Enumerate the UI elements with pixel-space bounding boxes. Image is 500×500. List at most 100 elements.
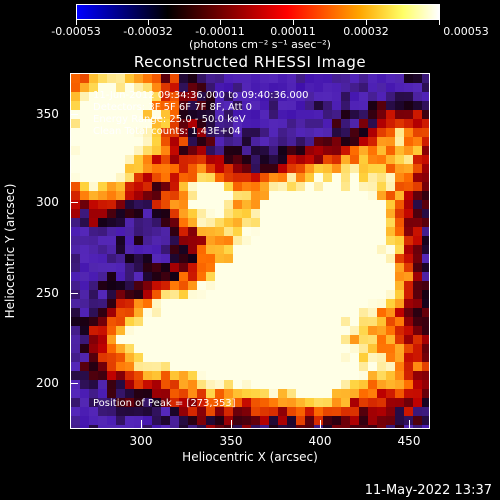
heatmap-pixel <box>224 335 233 344</box>
heatmap-pixel <box>332 137 341 146</box>
heatmap-pixel <box>278 389 287 398</box>
heatmap-pixel <box>206 407 215 416</box>
heatmap-pixel <box>233 191 242 200</box>
heatmap-pixel <box>134 182 143 191</box>
heatmap-pixel <box>197 227 206 236</box>
heatmap-pixel <box>98 263 107 272</box>
heatmap-pixel <box>89 326 98 335</box>
heatmap-pixel <box>188 137 197 146</box>
heatmap-pixel <box>323 236 332 245</box>
heatmap-pixel <box>260 146 269 155</box>
heatmap-pixel <box>134 335 143 344</box>
heatmap-pixel <box>242 173 251 182</box>
heatmap-pixel <box>134 236 143 245</box>
heatmap-pixel <box>395 218 404 227</box>
heatmap-pixel <box>332 263 341 272</box>
heatmap-pixel <box>350 164 359 173</box>
heatmap-pixel <box>413 236 422 245</box>
heatmap-pixel <box>413 272 422 281</box>
heatmap-pixel <box>269 308 278 317</box>
heatmap-pixel <box>188 92 197 101</box>
heatmap-pixel <box>422 92 429 101</box>
heatmap-pixel <box>269 389 278 398</box>
heatmap-pixel <box>296 371 305 380</box>
heatmap-pixel <box>341 272 350 281</box>
heatmap-pixel <box>413 218 422 227</box>
heatmap-pixel <box>413 326 422 335</box>
heatmap-pixel <box>89 218 98 227</box>
y-tick-label: 350 <box>36 107 59 121</box>
heatmap-pixel <box>170 299 179 308</box>
heatmap-pixel <box>179 245 188 254</box>
heatmap-pixel <box>143 254 152 263</box>
heatmap-pixel <box>278 227 287 236</box>
heatmap-pixel <box>143 137 152 146</box>
heatmap-pixel <box>71 209 80 218</box>
heatmap-pixel <box>296 254 305 263</box>
heatmap-pixel <box>332 254 341 263</box>
heatmap-pixel <box>233 74 242 83</box>
heatmap-pixel <box>368 200 377 209</box>
heatmap-pixel <box>413 371 422 380</box>
heatmap-pixel <box>287 353 296 362</box>
heatmap-pixel <box>386 371 395 380</box>
heatmap-pixel <box>278 128 287 137</box>
heatmap-pixel <box>206 92 215 101</box>
heatmap-pixel <box>251 398 260 407</box>
heatmap-pixel <box>260 92 269 101</box>
heatmap-pixel <box>332 281 341 290</box>
heatmap-pixel <box>287 164 296 173</box>
heatmap-pixel <box>197 137 206 146</box>
heatmap-pixel <box>152 263 161 272</box>
heatmap-pixel <box>206 155 215 164</box>
heatmap-pixel <box>287 245 296 254</box>
heatmap-pixel <box>260 290 269 299</box>
heatmap-pixel <box>107 191 116 200</box>
heatmap-pixel <box>215 227 224 236</box>
heatmap-pixel <box>224 245 233 254</box>
heatmap-pixel <box>152 416 161 425</box>
heatmap-pixel <box>350 173 359 182</box>
heatmap-pixel <box>341 191 350 200</box>
heatmap-pixel <box>215 191 224 200</box>
heatmap-pixel <box>80 371 89 380</box>
heatmap-pixel <box>170 398 179 407</box>
heatmap-pixel <box>179 299 188 308</box>
heatmap-pixel <box>377 389 386 398</box>
heatmap-pixel <box>206 74 215 83</box>
heatmap-pixel <box>143 110 152 119</box>
heatmap-pixel <box>170 101 179 110</box>
heatmap-pixel <box>368 344 377 353</box>
heatmap-pixel <box>98 92 107 101</box>
heatmap-pixel <box>197 155 206 164</box>
heatmap-pixel <box>134 254 143 263</box>
heatmap-pixel <box>314 380 323 389</box>
heatmap-pixel <box>143 236 152 245</box>
heatmap-pixel <box>269 335 278 344</box>
heatmap-pixel <box>107 308 116 317</box>
heatmap-pixel <box>314 83 323 92</box>
heatmap-pixel <box>107 290 116 299</box>
heatmap-pixel <box>161 362 170 371</box>
heatmap-pixel <box>341 407 350 416</box>
heatmap-pixel <box>323 164 332 173</box>
heatmap-pixel <box>242 272 251 281</box>
heatmap-pixel <box>107 407 116 416</box>
heatmap-pixel <box>179 317 188 326</box>
heatmap-pixel <box>323 317 332 326</box>
heatmap-pixel <box>215 290 224 299</box>
heatmap-pixel <box>71 299 80 308</box>
heatmap-pixel <box>242 317 251 326</box>
heatmap-pixel <box>395 416 404 425</box>
heatmap-pixel <box>332 200 341 209</box>
x-tick-mark <box>231 420 232 428</box>
heatmap-pixel <box>377 362 386 371</box>
heatmap-pixel <box>395 146 404 155</box>
heatmap-pixel <box>296 227 305 236</box>
heatmap-pixel <box>161 137 170 146</box>
heatmap-pixel <box>116 227 125 236</box>
heatmap-pixel <box>296 146 305 155</box>
heatmap-pixel <box>125 191 134 200</box>
heatmap-pixel <box>305 119 314 128</box>
heatmap-pixel <box>395 272 404 281</box>
